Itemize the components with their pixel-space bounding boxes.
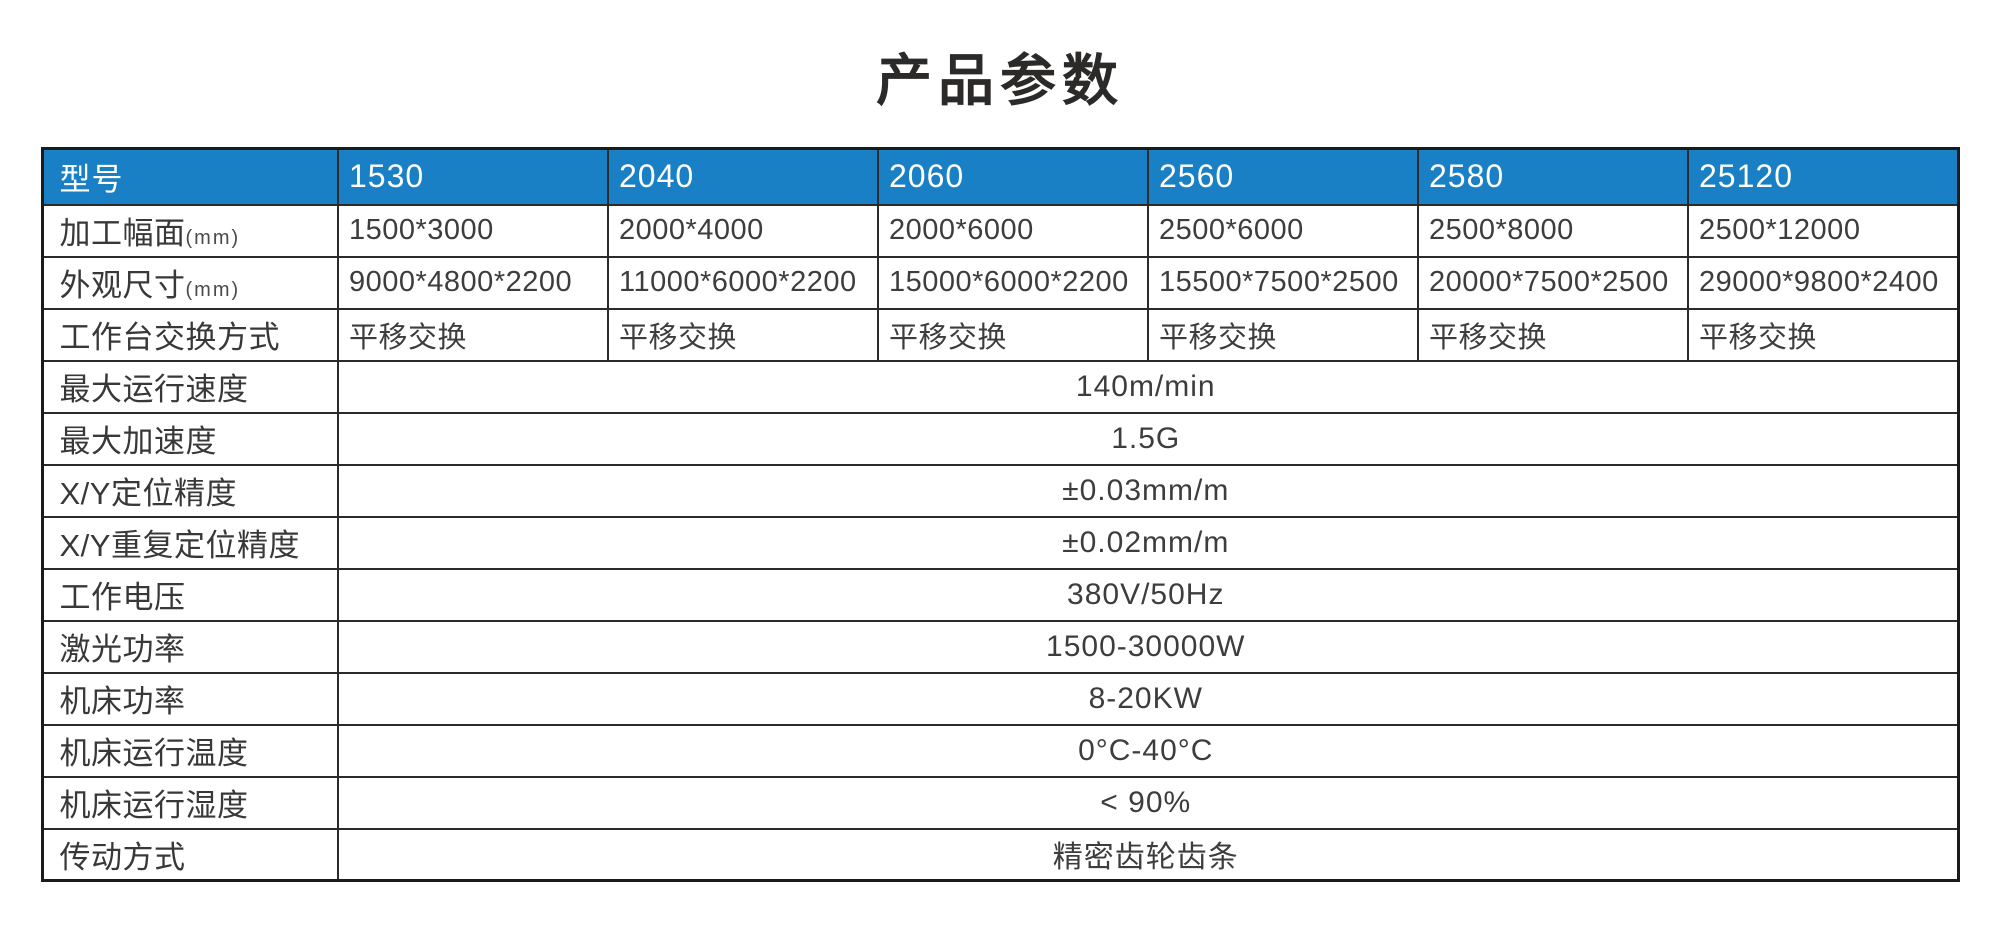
row-label-transmission-mode: 传动方式 [41,827,339,882]
header-model-2580: 2580 [1417,147,1689,206]
row-label-working-voltage: 工作电压 [41,567,339,622]
cell-table-exchange-2580: 平移交换 [1417,307,1689,362]
header-model-2560: 2560 [1147,147,1419,206]
page-title: 产品参数 [876,49,1124,112]
row-label-max-acceleration: 最大加速度 [41,411,339,466]
row-label-working-area: 加工幅面(mm) [41,203,339,258]
cell-dimensions-2060: 15000*6000*2200 [877,255,1149,310]
cell-dimensions-25120: 29000*9800*2400 [1687,255,1959,310]
cell-machine-power: 8-20KW [337,671,1959,726]
header-model-2060: 2060 [877,147,1149,206]
cell-operating-temperature: 0°C-40°C [337,723,1959,778]
cell-max-acceleration: 1.5G [337,411,1959,466]
row-operating-temperature: 机床运行温度 0°C-40°C [41,723,1959,778]
row-label-operating-temperature: 机床运行温度 [41,723,339,778]
row-max-speed: 最大运行速度 140m/min [41,359,1959,414]
cell-positioning-accuracy: ±0.03mm/m [337,463,1959,518]
cell-repeat-positioning-accuracy: ±0.02mm/m [337,515,1959,570]
row-label-unit: (mm) [185,279,241,301]
row-label-table-exchange: 工作台交换方式 [41,307,339,362]
row-label-text: 工作台交换方式 [59,320,280,355]
cell-working-area-2060: 2000*6000 [877,203,1149,258]
row-label-laser-power: 激光功率 [41,619,339,674]
row-transmission-mode: 传动方式 精密齿轮齿条 [41,827,1959,882]
row-repeat-positioning-accuracy: X/Y重复定位精度 ±0.02mm/m [41,515,1959,570]
row-working-voltage: 工作电压 380V/50Hz [41,567,1959,622]
cell-transmission-mode: 精密齿轮齿条 [337,827,1959,882]
header-model-25120: 25120 [1687,147,1959,206]
cell-working-voltage: 380V/50Hz [337,567,1959,622]
cell-working-area-2560: 2500*6000 [1147,203,1419,258]
row-working-area: 加工幅面(mm) 1500*3000 2000*4000 2000*6000 2… [41,203,1959,258]
cell-dimensions-2580: 20000*7500*2500 [1417,255,1689,310]
product-spec-table: 型号 1530 2040 2060 2560 2580 25120 加工幅面(m… [40,147,1960,882]
row-label-repeat-positioning-accuracy: X/Y重复定位精度 [41,515,339,570]
cell-table-exchange-2040: 平移交换 [607,307,879,362]
row-label-operating-humidity: 机床运行湿度 [41,775,339,830]
row-laser-power: 激光功率 1500-30000W [41,619,1959,674]
cell-table-exchange-1530: 平移交换 [337,307,609,362]
row-machine-power: 机床功率 8-20KW [41,671,1959,726]
row-table-exchange: 工作台交换方式 平移交换 平移交换 平移交换 平移交换 平移交换 平移交换 [41,307,1959,362]
row-dimensions: 外观尺寸(mm) 9000*4800*2200 11000*6000*2200 … [41,255,1959,310]
header-model-2040: 2040 [607,147,879,206]
row-label-text: 加工幅面 [59,216,186,251]
cell-max-speed: 140m/min [337,359,1959,414]
row-label-dimensions: 外观尺寸(mm) [41,255,339,310]
cell-table-exchange-2060: 平移交换 [877,307,1149,362]
row-label-unit: (mm) [185,227,241,249]
row-label-positioning-accuracy: X/Y定位精度 [41,463,339,518]
cell-working-area-2040: 2000*4000 [607,203,879,258]
row-label-text: 外观尺寸 [59,268,186,303]
header-model-label: 型号 [41,147,339,206]
row-operating-humidity: 机床运行湿度 < 90% [41,775,1959,830]
cell-laser-power: 1500-30000W [337,619,1959,674]
cell-working-area-25120: 2500*12000 [1687,203,1959,258]
row-label-machine-power: 机床功率 [41,671,339,726]
cell-table-exchange-2560: 平移交换 [1147,307,1419,362]
row-label-max-speed: 最大运行速度 [41,359,339,414]
header-model-1530: 1530 [337,147,609,206]
row-max-acceleration: 最大加速度 1.5G [41,411,1959,466]
cell-dimensions-2560: 15500*7500*2500 [1147,255,1419,310]
cell-operating-humidity: < 90% [337,775,1959,830]
row-positioning-accuracy: X/Y定位精度 ±0.03mm/m [41,463,1959,518]
cell-dimensions-2040: 11000*6000*2200 [607,255,879,310]
header-row: 型号 1530 2040 2060 2560 2580 25120 [41,147,1959,206]
cell-working-area-1530: 1500*3000 [337,203,609,258]
cell-table-exchange-25120: 平移交换 [1687,307,1959,362]
cell-working-area-2580: 2500*8000 [1417,203,1689,258]
cell-dimensions-1530: 9000*4800*2200 [337,255,609,310]
